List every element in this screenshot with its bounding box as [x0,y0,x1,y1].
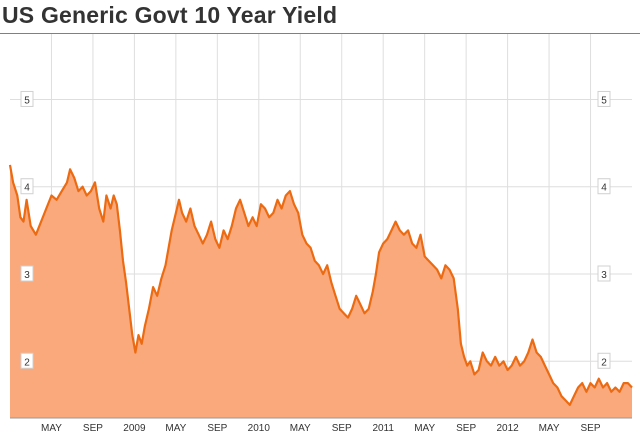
x-tick-label: MAY [165,423,186,434]
x-tick-label: 2009 [123,423,146,434]
y-tick-box-left [20,178,34,195]
title-divider [0,33,640,34]
y-tick-label-left: 5 [24,95,30,106]
y-tick-label-right: 2 [601,357,607,368]
yield-line [8,164,633,406]
x-tick-label: SEP [456,423,476,434]
x-tick-label: 2011 [372,423,394,434]
x-tick-label: MAY [290,423,311,434]
x-tick-label: 2012 [496,423,519,434]
y-tick-label-left: 2 [24,357,30,368]
y-tick-label-right: 3 [601,270,607,281]
yield-area [10,164,632,418]
y-tick-box-left [20,352,34,369]
y-tick-label-left: 4 [24,183,30,194]
x-tick-label: MAY [414,423,435,434]
x-tick-label: SEP [581,423,601,434]
yield-chart: 2 2 3 3 4 4 5 5 MAY SEP 2009 MAY SEP 2010 MAY SEP 2011 MA… [8,34,633,434]
x-tick-label: MAY [41,423,62,434]
series-layer [8,164,633,418]
y-tick-box-right [597,178,611,195]
x-tick-label: SEP [83,423,103,434]
y-tick-box-left [20,90,34,107]
x-tick-label: MAY [539,423,560,434]
x-tick-label: SEP [207,423,227,434]
y-tick-box-right [597,265,611,282]
y-tick-label-left: 3 [24,270,30,281]
y-tick-label-right: 4 [601,183,607,194]
y-tick-box-right [597,352,611,369]
y-tick-label-right: 5 [601,95,607,106]
page-title: US Generic Govt 10 Year Yield [2,2,338,28]
y-tick-box-left [20,265,34,282]
x-tick-label: SEP [332,423,352,434]
y-tick-box-right [597,90,611,107]
x-tick-label: 2010 [248,423,271,434]
axes: 2 2 3 3 4 4 5 5 MAY SEP 2009 MAY SEP 2010 MAY SEP 2011 MA… [10,90,632,434]
